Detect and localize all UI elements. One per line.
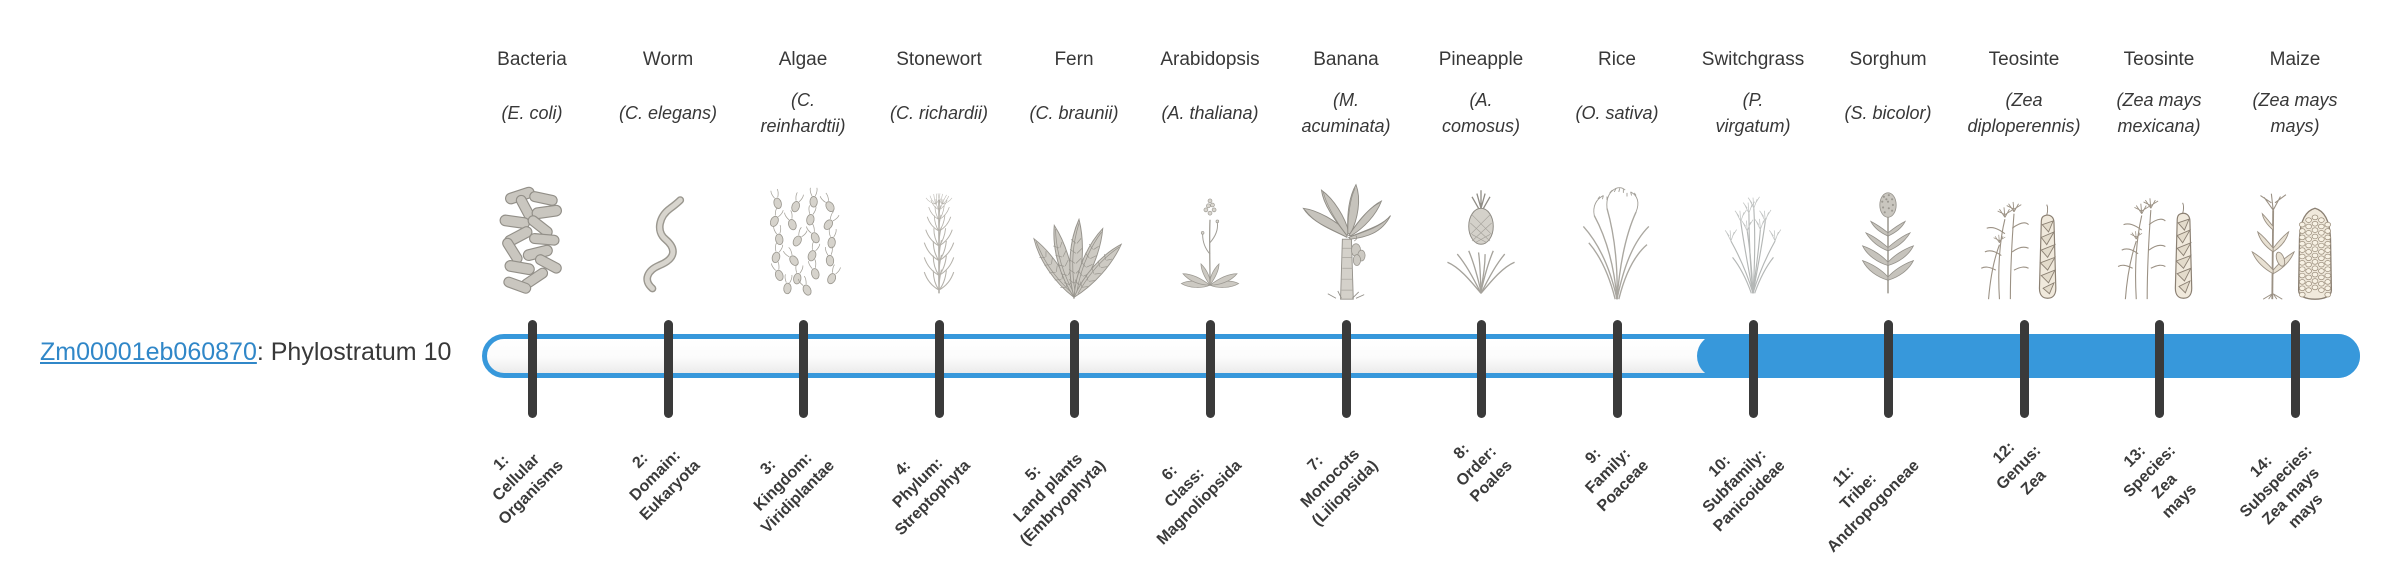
common-name: Bacteria — [497, 49, 567, 70]
organism-column: Pineapple (A. comosus) — [1406, 48, 1556, 305]
rank-label-5: 5: Land plants (Embryophyta) — [1010, 450, 1110, 549]
common-name: Switchgrass — [1701, 49, 1805, 70]
gene-label: Zm00001eb060870: Phylostratum 10 — [40, 338, 451, 367]
scientific-name: (A. comosus) — [1441, 90, 1521, 136]
stonewort-illustration — [864, 150, 1014, 305]
common-name: Worm — [642, 49, 694, 70]
organism-column: Teosinte (Zea diploperennis) — [1949, 48, 2099, 305]
common-name: Banana — [1313, 49, 1379, 70]
common-name: Maize — [2269, 49, 2321, 70]
switchgrass-illustration — [1678, 150, 1828, 305]
organism-column: Banana (M. acuminata) — [1271, 48, 1421, 305]
rank-label-12: 12: Genus: Zea — [1989, 438, 2050, 499]
common-name: Sorghum — [1849, 49, 1927, 70]
organism-column: Sorghum (S. bicolor) — [1813, 48, 1963, 305]
phylostratum-tick-2 — [664, 320, 673, 418]
rank-label-7: 7: Monocots (Liliopsida) — [1297, 445, 1382, 530]
scientific-name: (Zea diploperennis) — [1967, 90, 2081, 136]
phylostratum-tick-8 — [1477, 320, 1486, 418]
phylostratum-tick-11 — [1884, 320, 1893, 418]
rank-label-14: 14: Subspecies: Zea mays mays — [2236, 442, 2327, 532]
phylostratum-tick-10 — [1749, 320, 1758, 418]
phylostratum-tick-7 — [1342, 320, 1351, 418]
organism-column: Maize (Zea mays mays) — [2220, 48, 2370, 305]
banana-illustration — [1271, 150, 1421, 305]
rank-label-8: 8: Order: Poales — [1451, 440, 1517, 506]
common-name: Stonewort — [896, 49, 982, 70]
rank-label-13: 13: Species: Zea mays — [2120, 442, 2201, 522]
scientific-name: (C. elegans) — [618, 103, 718, 123]
phylostratum-tick-3 — [799, 320, 808, 418]
bacteria-illustration — [457, 150, 607, 305]
scientific-name: (P. virgatum) — [1715, 90, 1791, 136]
fern-illustration — [999, 150, 1149, 305]
scientific-name: (O. sativa) — [1575, 103, 1659, 123]
rank-label-6: 6: Class: Magnoliopsida — [1153, 457, 1246, 549]
scientific-name: (A. thaliana) — [1161, 103, 1259, 123]
teosinte-mexicana-illustration — [2084, 150, 2234, 305]
phylostratum-tick-1 — [528, 320, 537, 418]
scientific-name: (S. bicolor) — [1844, 103, 1932, 123]
organism-column: Algae (C. reinhardtii) — [728, 48, 878, 305]
common-name: Algae — [778, 49, 828, 70]
rank-label-1: 1: Cellular Organisms — [489, 451, 568, 529]
common-name: Rice — [1597, 49, 1636, 70]
organism-column: Stonewort (C. richardii) — [864, 48, 1014, 305]
phylostratum-tick-9 — [1613, 320, 1622, 418]
phylostratum-tick-12 — [2020, 320, 2029, 418]
organism-column: Rice (O. sativa) — [1542, 48, 1692, 305]
common-name: Teosinte — [1988, 49, 2060, 70]
organism-column: Arabidopsis (A. thaliana) — [1135, 48, 1285, 305]
worm-illustration — [593, 150, 743, 305]
phylostratum-text: : Phylostratum 10 — [256, 338, 452, 366]
common-name: Teosinte — [2123, 49, 2195, 70]
scientific-name: (Zea mays mexicana) — [2116, 90, 2202, 136]
scientific-name: (E. coli) — [501, 103, 563, 123]
teosinte-diploperennis-illustration — [1949, 150, 2099, 305]
phylostratum-tick-14 — [2291, 320, 2300, 418]
organism-column: Teosinte (Zea mays mexicana) — [2084, 48, 2234, 305]
pineapple-illustration — [1406, 150, 1556, 305]
scientific-name: (C. braunii) — [1029, 103, 1119, 123]
rice-illustration — [1542, 150, 1692, 305]
organism-column: Worm (C. elegans) — [593, 48, 743, 305]
rank-label-4: 4: Phylum: Streptophyta — [890, 454, 975, 539]
rank-label-3: 3: Kingdom: Viridiplantae — [751, 449, 839, 537]
scientific-name: (C. richardii) — [889, 103, 988, 123]
rank-label-10: 10: Subfamily: Panicoideae — [1699, 446, 1789, 536]
organism-column: Switchgrass (P. virgatum) — [1678, 48, 1828, 305]
rank-label-2: 2: Domain: Eukaryota — [626, 446, 704, 524]
organism-column: Fern (C. braunii) — [999, 48, 1149, 305]
scientific-name: (C. reinhardtii) — [760, 90, 846, 136]
scientific-name: (Zea mays mays) — [2252, 90, 2338, 136]
rank-label-9: 9: Family: Poaceae — [1582, 445, 1653, 516]
algae-illustration — [728, 150, 878, 305]
scientific-name: (M. acuminata) — [1301, 90, 1391, 136]
phylostratum-tick-6 — [1206, 320, 1215, 418]
phylostratum-tick-5 — [1070, 320, 1079, 418]
phylostratum-tick-4 — [935, 320, 944, 418]
arabidopsis-illustration — [1135, 150, 1285, 305]
sorghum-illustration — [1813, 150, 1963, 305]
common-name: Arabidopsis — [1160, 49, 1260, 70]
phylostratum-tick-13 — [2155, 320, 2164, 418]
common-name: Fern — [1054, 49, 1094, 70]
gene-id-link[interactable]: Zm00001eb060870 — [40, 338, 257, 366]
organism-column: Bacteria (E. coli) — [457, 48, 607, 305]
maize-illustration — [2220, 150, 2370, 305]
common-name: Pineapple — [1438, 49, 1524, 70]
rank-label-11: 11: Tribe: Andropogoneae — [1824, 457, 1924, 556]
